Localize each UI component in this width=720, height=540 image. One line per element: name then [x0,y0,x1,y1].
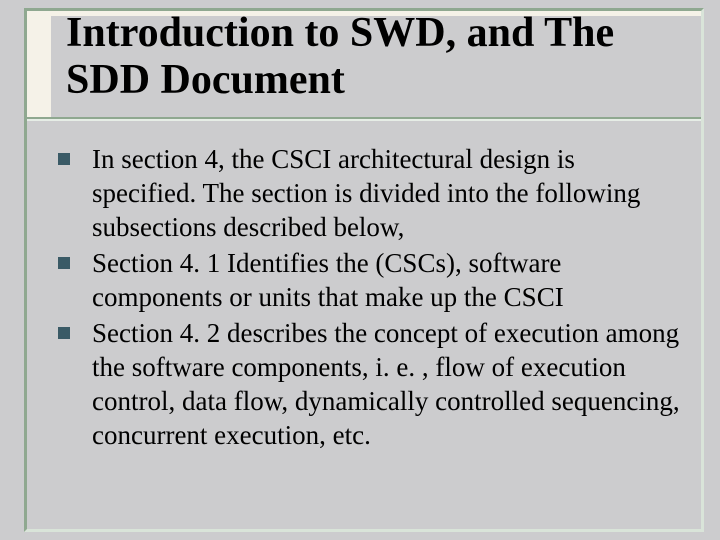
frame-notch [27,11,51,117]
list-item: In section 4, the CSCI architectural des… [58,142,682,244]
bullet-text: Section 4. 1 Identifies the (CSCs), soft… [92,246,682,314]
bullet-text: Section 4. 2 describes the concept of ex… [92,316,682,452]
list-item: Section 4. 2 describes the concept of ex… [58,316,682,452]
slide: Introduction to SWD, and The SDD Documen… [0,0,720,540]
square-bullet-icon [58,327,70,339]
slide-title: Introduction to SWD, and The SDD Documen… [66,10,686,104]
bullet-text: In section 4, the CSCI architectural des… [92,142,682,244]
square-bullet-icon [58,153,70,165]
square-bullet-icon [58,257,70,269]
slide-body: In section 4, the CSCI architectural des… [58,142,682,454]
title-divider [27,117,701,121]
list-item: Section 4. 1 Identifies the (CSCs), soft… [58,246,682,314]
